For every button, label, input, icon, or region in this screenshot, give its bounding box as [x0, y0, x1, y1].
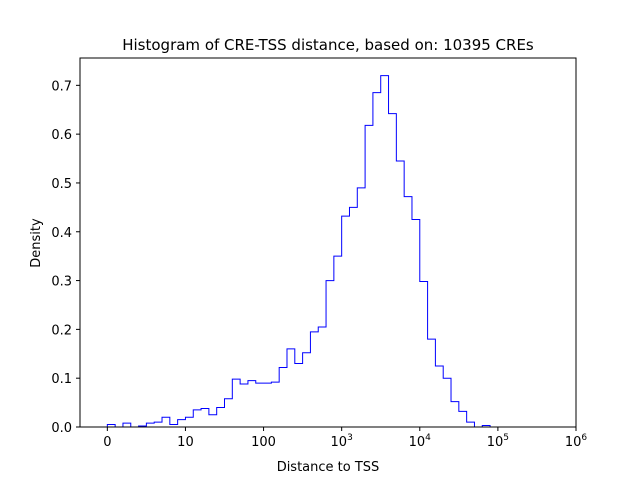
x-tick-label: 104: [409, 433, 432, 450]
x-tick-label: 100: [251, 435, 276, 450]
plot-area: [106, 75, 545, 428]
y-tick-label: 0.6: [51, 128, 72, 143]
x-tick-label: 106: [565, 433, 588, 450]
y-tick-label: 0.4: [51, 226, 72, 241]
x-axis-ticks: 0 10 100 103 104 105 106: [103, 427, 587, 450]
y-tick-label: 0.7: [51, 79, 72, 94]
x-axis-label: Distance to TSS: [277, 460, 380, 475]
axes-frame: [79, 57, 577, 428]
x-tick-label: 10: [177, 435, 194, 450]
histogram-step-line: [106, 75, 545, 428]
y-tick-label: 0.0: [51, 421, 72, 436]
y-tick-label: 0.3: [51, 275, 72, 290]
y-axis-ticks: 0.0 0.1 0.2 0.3 0.4 0.5 0.6 0.7: [51, 79, 80, 436]
y-tick-label: 0.2: [51, 323, 72, 338]
y-tick-label: 0.1: [51, 372, 72, 387]
x-tick-label: 103: [331, 433, 353, 450]
x-tick-label: 0: [103, 435, 111, 450]
chart-title: Histogram of CRE-TSS distance, based on:…: [122, 36, 534, 54]
y-tick-label: 0.5: [51, 177, 72, 192]
y-axis-label: Density: [29, 218, 44, 268]
x-tick-label: 105: [487, 433, 509, 450]
